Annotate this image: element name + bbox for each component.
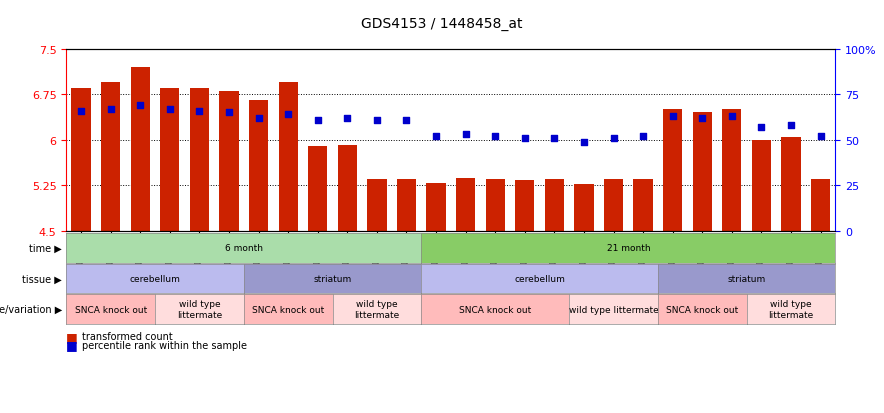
Bar	[545, 179, 564, 231]
Point	[488, 133, 502, 140]
Bar	[426, 184, 446, 231]
Point	[103, 106, 118, 113]
Point	[340, 115, 354, 122]
Bar	[72, 89, 91, 231]
Bar	[693, 113, 712, 231]
Bar	[515, 181, 535, 231]
Text: striatum: striatum	[728, 274, 766, 283]
Point	[636, 133, 651, 140]
Bar	[131, 68, 150, 231]
Bar	[811, 180, 830, 231]
Text: ■: ■	[66, 330, 78, 343]
Text: cerebellum: cerebellum	[514, 274, 565, 283]
Bar	[249, 101, 268, 231]
Bar	[309, 147, 327, 231]
Bar	[219, 92, 239, 231]
Point	[754, 124, 768, 131]
Point	[547, 135, 561, 142]
Bar	[722, 110, 742, 231]
Point	[606, 135, 621, 142]
Bar	[190, 89, 209, 231]
Bar	[485, 179, 505, 231]
Text: SNCA knock out: SNCA knock out	[459, 305, 531, 314]
Point	[74, 108, 88, 115]
Bar	[397, 180, 416, 231]
Text: striatum: striatum	[314, 274, 352, 283]
Bar	[367, 180, 386, 231]
Bar	[338, 145, 357, 231]
Bar	[456, 178, 476, 231]
Bar	[101, 83, 120, 231]
Bar	[751, 140, 771, 231]
Point	[281, 112, 295, 118]
Text: wild type
littermate: wild type littermate	[354, 300, 400, 319]
Point	[133, 102, 148, 109]
Bar	[160, 89, 179, 231]
Point	[577, 139, 591, 145]
Point	[459, 132, 473, 138]
Text: tissue ▶: tissue ▶	[22, 274, 62, 284]
Text: 21 month: 21 month	[606, 244, 650, 253]
Text: wild type
littermate: wild type littermate	[768, 300, 813, 319]
Text: ■: ■	[66, 338, 78, 351]
Point	[222, 110, 236, 116]
Text: GDS4153 / 1448458_at: GDS4153 / 1448458_at	[362, 17, 522, 31]
Point	[193, 108, 207, 115]
Text: SNCA knock out: SNCA knock out	[74, 305, 147, 314]
Bar	[278, 83, 298, 231]
Point	[813, 133, 827, 140]
Bar	[604, 180, 623, 231]
Point	[370, 117, 384, 124]
Point	[666, 114, 680, 120]
Text: SNCA knock out: SNCA knock out	[252, 305, 324, 314]
Bar	[575, 185, 593, 231]
Point	[163, 106, 177, 113]
Point	[310, 117, 324, 124]
Point	[784, 123, 798, 129]
Text: time ▶: time ▶	[29, 243, 62, 253]
Text: genotype/variation ▶: genotype/variation ▶	[0, 304, 62, 314]
Point	[429, 133, 443, 140]
Text: 6 month: 6 month	[225, 244, 263, 253]
Point	[695, 115, 709, 122]
Text: cerebellum: cerebellum	[130, 274, 180, 283]
Text: wild type
littermate: wild type littermate	[177, 300, 222, 319]
Bar	[781, 138, 801, 231]
Text: SNCA knock out: SNCA knock out	[667, 305, 738, 314]
Point	[400, 117, 414, 124]
Bar	[663, 110, 682, 231]
Point	[725, 114, 739, 120]
Text: transformed count: transformed count	[82, 332, 173, 342]
Text: percentile rank within the sample: percentile rank within the sample	[82, 340, 248, 350]
Text: wild type littermate: wild type littermate	[568, 305, 659, 314]
Bar	[634, 179, 652, 231]
Point	[518, 135, 532, 142]
Point	[252, 115, 266, 122]
